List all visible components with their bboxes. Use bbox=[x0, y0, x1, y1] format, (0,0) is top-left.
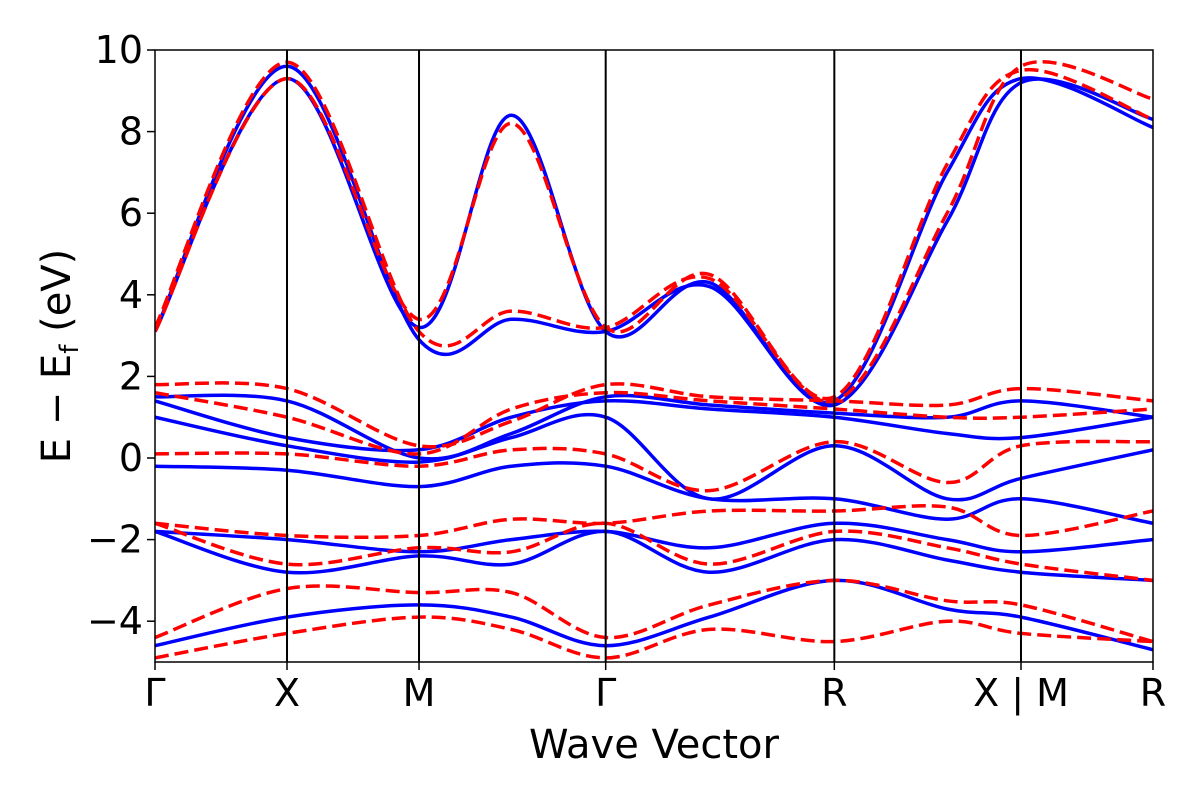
red-dashed-band-3 bbox=[155, 390, 1153, 456]
x-tick-label: R bbox=[821, 671, 847, 715]
blue-solid-band-1 bbox=[155, 64, 1153, 408]
red-dashed-band-4 bbox=[155, 439, 1153, 493]
blue-solid-band-3 bbox=[155, 398, 1153, 453]
y-tick-label: −2 bbox=[87, 518, 143, 562]
y-tick-label: 10 bbox=[95, 28, 143, 72]
band-lines bbox=[155, 60, 1153, 660]
y-axis-label-unit: (eV) bbox=[34, 249, 80, 345]
red-dashed-band-2 bbox=[155, 381, 1153, 449]
y-tick-label: 4 bbox=[119, 273, 143, 317]
plot-background bbox=[155, 50, 1153, 662]
red-dashed-band-6 bbox=[155, 521, 1153, 583]
blue-solid-band-8 bbox=[155, 578, 1153, 652]
y-tick-label: 6 bbox=[119, 191, 143, 235]
x-tick-label: Γ bbox=[595, 671, 616, 715]
y-axis-label-subscript: f bbox=[55, 344, 85, 354]
blue-solid-band-7 bbox=[155, 529, 1153, 583]
blue-solid-band-4 bbox=[155, 412, 1153, 502]
x-tick-label: X | M bbox=[973, 671, 1069, 716]
x-tick-label: M bbox=[403, 671, 436, 715]
x-tick-label: R bbox=[1140, 671, 1166, 715]
y-tick-label: −4 bbox=[87, 599, 143, 643]
red-dashed-band-8 bbox=[155, 615, 1153, 660]
plot-frame bbox=[154, 49, 1154, 663]
y-axis-label: E − Ef (eV) bbox=[34, 249, 85, 464]
y-tick-label: 0 bbox=[119, 436, 143, 480]
y-tick-label: 8 bbox=[119, 110, 143, 154]
blue-solid-band-5 bbox=[155, 461, 1153, 526]
x-axis-label: Wave Vector bbox=[529, 722, 780, 768]
x-tick-label: Γ bbox=[144, 671, 165, 715]
blue-solid-band-2 bbox=[155, 393, 1153, 461]
x-axis-ticks: Γ X M Γ R X | M R bbox=[144, 662, 1166, 716]
high-symmetry-lines bbox=[286, 50, 1022, 662]
y-tick-label: 2 bbox=[119, 354, 143, 398]
blue-solid-band-6 bbox=[155, 521, 1153, 554]
red-dashed-band-0 bbox=[155, 67, 1153, 401]
red-dashed-band-5 bbox=[155, 504, 1153, 540]
y-axis-ticks: 10 8 6 4 2 0 −2 −4 bbox=[87, 28, 155, 643]
red-dashed-band-1 bbox=[155, 60, 1153, 404]
x-tick-label: X bbox=[274, 671, 300, 715]
y-axis-label-main: E − E bbox=[34, 354, 80, 464]
